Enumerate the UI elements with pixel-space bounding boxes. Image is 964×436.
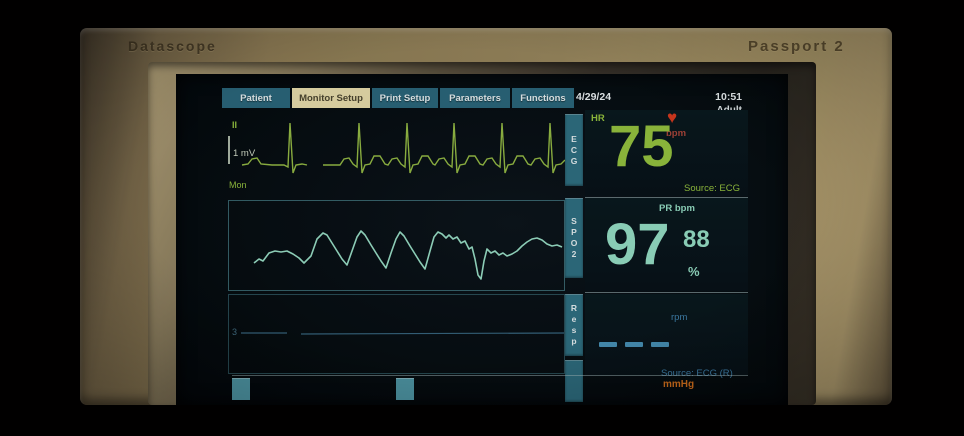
hr-label: HR <box>591 113 605 124</box>
screen-content: Patient Monitor Setup Print Setup Parame… <box>218 88 748 402</box>
hr-source-label: Source: ECG <box>684 183 740 194</box>
channel-button-resp[interactable]: Resp <box>565 294 583 356</box>
pr-value: 88 <box>683 226 710 253</box>
bottom-softkey[interactable] <box>396 378 414 400</box>
menu-button-print-setup[interactable]: Print Setup <box>372 88 438 108</box>
resp-no-value-dashes <box>599 342 669 347</box>
spo2-tile[interactable]: PR bpm 97 88 % <box>585 198 748 291</box>
menu-button-monitor-setup[interactable]: Monitor Setup <box>292 88 370 108</box>
spo2-value: 97 <box>605 212 670 277</box>
resp-trace <box>241 332 564 335</box>
channel-strip: ECG SPO2 Resp <box>565 110 583 402</box>
brand-logo-right: Passport 2 <box>748 38 845 55</box>
resp-tile[interactable]: rpm Source: ECG (R) <box>585 294 748 379</box>
ecg-gain-scale-bar <box>228 136 230 164</box>
heart-icon: ♥ <box>667 108 678 127</box>
ecg-trace <box>241 122 565 174</box>
spo2-pleth-trace <box>253 230 563 280</box>
bottom-softkey[interactable] <box>232 378 250 400</box>
brand-logo-left: Datascope <box>128 38 217 54</box>
menu-button-functions[interactable]: Functions <box>512 88 574 108</box>
menu-button-patient[interactable]: Patient <box>222 88 290 108</box>
ecg-waveform-row: II 1 mV Mon <box>228 110 565 196</box>
resp-unit-label: rpm <box>671 312 688 323</box>
divider <box>585 197 748 198</box>
hr-unit-label: bpm <box>666 128 687 139</box>
dash <box>625 342 643 347</box>
dash <box>599 342 617 347</box>
vitals-panel: HR ♥ bpm 75 Source: ECG PR bpm 97 88 % r… <box>585 108 748 402</box>
nibp-unit-label: mmHg <box>663 379 695 390</box>
time-display: 10:51 <box>715 91 742 103</box>
hr-tile[interactable]: HR ♥ bpm 75 Source: ECG <box>585 108 748 196</box>
channel-button-ecg[interactable]: ECG <box>565 114 583 186</box>
menu-button-parameters[interactable]: Parameters <box>440 88 510 108</box>
resp-scale-char: 3 <box>232 327 238 337</box>
resp-source-label: Source: ECG (R) <box>661 368 733 379</box>
dash <box>651 342 669 347</box>
waveform-area: II 1 mV Mon 3 <box>228 110 565 402</box>
channel-button-spo2[interactable]: SPO2 <box>565 198 583 278</box>
pr-unit-label: PR bpm <box>659 203 695 214</box>
divider <box>232 375 748 376</box>
spo2-unit-label: % <box>688 264 700 279</box>
date-display: 4/29/24 <box>576 91 612 103</box>
ecg-lead-label: II <box>232 120 238 130</box>
hr-value: 75 <box>609 114 674 179</box>
ecg-filter-mode-label: Mon <box>229 180 247 190</box>
divider <box>585 292 748 293</box>
channel-button-partial[interactable] <box>565 360 583 402</box>
menu-bar: Patient Monitor Setup Print Setup Parame… <box>222 88 574 108</box>
resp-waveform-row: 3 <box>228 294 565 374</box>
ecg-gain-label: 1 mV <box>233 148 256 159</box>
spo2-waveform-row <box>228 200 565 291</box>
